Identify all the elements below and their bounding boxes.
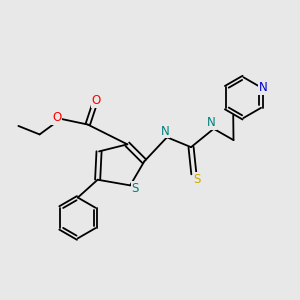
Text: H: H xyxy=(162,126,169,136)
Text: O: O xyxy=(52,111,61,124)
Text: S: S xyxy=(194,173,201,186)
Text: N: N xyxy=(160,124,169,137)
Text: S: S xyxy=(132,182,139,195)
Text: N: N xyxy=(207,116,216,129)
Text: N: N xyxy=(259,81,268,94)
Text: H: H xyxy=(208,118,216,128)
Text: O: O xyxy=(92,94,101,107)
